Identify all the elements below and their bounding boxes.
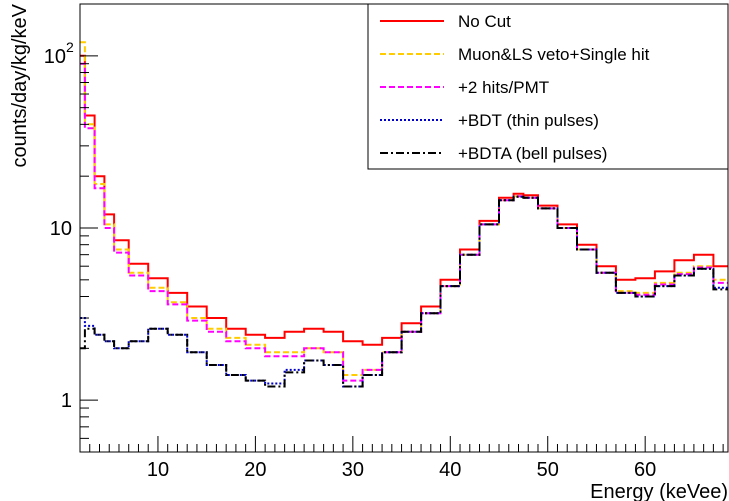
- series-line-1: [80, 54, 728, 346]
- y-tick-label: 10: [44, 46, 66, 68]
- x-tick-label: 60: [634, 459, 656, 481]
- legend-label-4: +BDT (thin pulses): [458, 111, 599, 130]
- x-tick-label: 40: [439, 459, 461, 481]
- x-tick-label: 50: [537, 459, 559, 481]
- x-tick-label: 10: [147, 459, 169, 481]
- y-tick-exponent: 2: [66, 39, 74, 55]
- x-tick-label: 30: [342, 459, 364, 481]
- series-line-5: [80, 195, 728, 388]
- legend: No Cut Muon&LS veto+Single hit +2 hits/PMT…: [367, 3, 729, 170]
- legend-label-5: +BDTA (bell pulses): [458, 144, 607, 163]
- series-line-3: [80, 62, 728, 382]
- y-axis-title: counts/day/kg/keV: [9, 3, 31, 167]
- legend-label-3: +2 hits/PMT: [458, 78, 549, 97]
- x-axis-title: Energy (keVee): [590, 481, 728, 501]
- y-tick-label: 1: [61, 390, 72, 412]
- y-tick-label: 10: [50, 218, 72, 240]
- legend-label-2: Muon&LS veto+Single hit: [458, 45, 650, 64]
- x-tick-label: 20: [244, 459, 266, 481]
- legend-label-1: No Cut: [458, 12, 511, 31]
- series-layer: [80, 41, 728, 388]
